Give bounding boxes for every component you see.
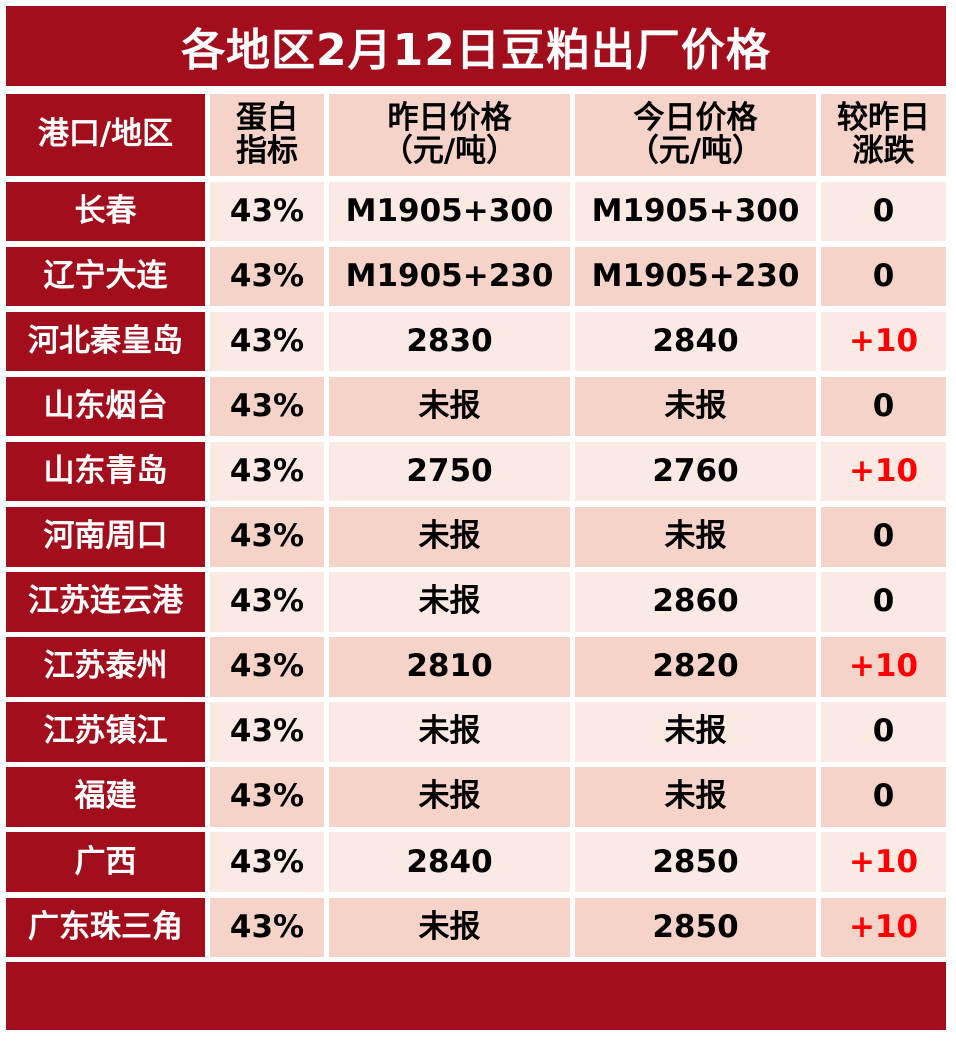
header-today-price: 今日价格 （元/吨） (575, 94, 816, 176)
row-protein: 43% (210, 506, 324, 567)
row-protein: 43% (210, 702, 324, 762)
row-today-price: 2850 (575, 832, 816, 893)
row-protein: 43% (210, 441, 324, 502)
header-today-line2: （元/吨） (627, 133, 764, 169)
row-yesterday-price: 未报 (329, 506, 570, 567)
row-today-price: 2850 (575, 897, 816, 958)
row-protein: 43% (210, 311, 324, 372)
header-region: 港口/地区 (6, 94, 205, 176)
row-change: 0 (821, 246, 946, 307)
row-today-price: 2840 (575, 311, 816, 372)
row-change: 0 (821, 181, 946, 242)
row-today-price: 未报 (575, 702, 816, 762)
row-yesterday-price: 未报 (329, 376, 570, 437)
header-change-line2: 涨跌 (852, 133, 915, 169)
row-change: 0 (821, 572, 946, 632)
row-yesterday-price: 2750 (329, 441, 570, 502)
row-region: 江苏泰州 (6, 637, 205, 697)
row-change: +10 (821, 637, 946, 697)
row-protein: 43% (210, 637, 324, 697)
header-yesterday-price: 昨日价格 （元/吨） (329, 94, 570, 176)
row-yesterday-price: M1905+300 (329, 181, 570, 242)
row-change: 0 (821, 702, 946, 762)
row-yesterday-price: 2830 (329, 311, 570, 372)
row-region: 山东烟台 (6, 376, 205, 437)
row-protein: 43% (210, 832, 324, 893)
row-change: 0 (821, 376, 946, 437)
row-region: 广东珠三角 (6, 897, 205, 958)
row-region: 山东青岛 (6, 441, 205, 502)
row-change: +10 (821, 832, 946, 893)
row-protein: 43% (210, 376, 324, 437)
header-yesterday-line2: （元/吨） (381, 133, 518, 169)
header-protein-line2: 指标 (236, 133, 298, 169)
header-change-line1: 较昨日 (837, 99, 930, 136)
row-change: 0 (821, 506, 946, 567)
row-region: 河南周口 (6, 506, 205, 567)
footer-bar (6, 962, 946, 1030)
row-change: 0 (821, 767, 946, 827)
row-today-price: M1905+230 (575, 246, 816, 307)
row-yesterday-price: 未报 (329, 572, 570, 632)
page-title: 各地区2月12日豆粕出厂价格 (6, 6, 946, 86)
row-protein: 43% (210, 181, 324, 242)
header-change: 较昨日 涨跌 (821, 94, 946, 176)
row-change: +10 (821, 897, 946, 958)
row-yesterday-price: 未报 (329, 702, 570, 762)
row-region: 辽宁大连 (6, 246, 205, 307)
row-today-price: 2760 (575, 441, 816, 502)
price-table: 港口/地区 蛋白 指标 昨日价格 （元/吨） 今日价格 （元/吨） 较昨日 涨跌… (6, 94, 946, 958)
header-yesterday-line1: 昨日价格 (387, 99, 512, 136)
row-protein: 43% (210, 246, 324, 307)
header-protein-line1: 蛋白 (236, 99, 298, 136)
header-protein: 蛋白 指标 (210, 94, 324, 176)
row-change: +10 (821, 311, 946, 372)
row-protein: 43% (210, 572, 324, 632)
row-region: 河北秦皇岛 (6, 311, 205, 372)
row-yesterday-price: 2810 (329, 637, 570, 697)
row-yesterday-price: 未报 (329, 767, 570, 827)
row-yesterday-price: M1905+230 (329, 246, 570, 307)
row-today-price: 未报 (575, 376, 816, 437)
row-today-price: 2820 (575, 637, 816, 697)
row-region: 广西 (6, 832, 205, 893)
row-yesterday-price: 未报 (329, 897, 570, 958)
row-today-price: 未报 (575, 506, 816, 567)
row-today-price: 2860 (575, 572, 816, 632)
header-today-line1: 今日价格 (633, 99, 758, 136)
row-region: 江苏镇江 (6, 702, 205, 762)
row-today-price: M1905+300 (575, 181, 816, 242)
row-region: 福建 (6, 767, 205, 827)
row-region: 长春 (6, 181, 205, 242)
row-today-price: 未报 (575, 767, 816, 827)
row-protein: 43% (210, 767, 324, 827)
row-region: 江苏连云港 (6, 572, 205, 632)
row-change: +10 (821, 441, 946, 502)
row-yesterday-price: 2840 (329, 832, 570, 893)
row-protein: 43% (210, 897, 324, 958)
